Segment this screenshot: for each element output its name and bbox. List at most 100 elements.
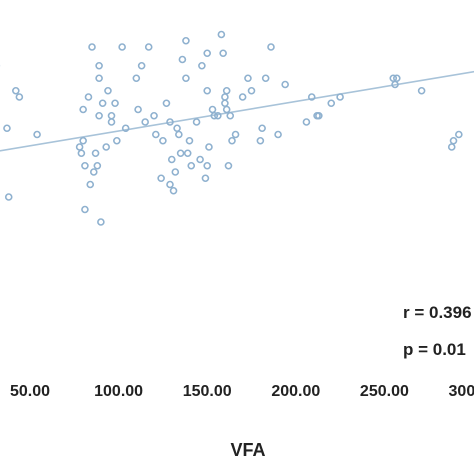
- data-point: [104, 86, 112, 95]
- data-point: [182, 36, 190, 45]
- data-point: [86, 180, 95, 189]
- data-point: [79, 136, 87, 145]
- data-point: [132, 74, 141, 83]
- data-point: [203, 49, 211, 58]
- data-point: [95, 111, 103, 120]
- data-point: [107, 111, 116, 120]
- data-point: [171, 168, 180, 176]
- data-point: [214, 111, 222, 120]
- data-point: [208, 105, 217, 114]
- data-point: [152, 130, 160, 139]
- x-tick-label: 200.00: [271, 383, 320, 400]
- x-tick-label: 50.00: [10, 383, 50, 400]
- data-point: [417, 86, 426, 95]
- data-point: [15, 93, 24, 101]
- data-point: [182, 74, 190, 83]
- data-point: [196, 155, 204, 164]
- data-point: [173, 124, 181, 133]
- data-point: [137, 61, 146, 70]
- data-point: [166, 118, 174, 126]
- x-axis-title: VFA: [230, 440, 265, 460]
- data-point: [141, 118, 149, 126]
- x-tick-label: 300.00: [449, 383, 474, 400]
- data-point: [113, 136, 121, 145]
- data-point: [274, 130, 282, 139]
- data-point: [178, 55, 187, 64]
- data-point: [201, 174, 210, 183]
- data-point: [187, 161, 196, 170]
- data-point: [258, 124, 266, 133]
- plot-area: [0, 30, 474, 226]
- data-point: [198, 61, 206, 70]
- data-point: [393, 74, 401, 83]
- data-point: [238, 93, 247, 101]
- data-point: [217, 30, 226, 39]
- data-point: [4, 193, 13, 201]
- data-point: [203, 161, 211, 170]
- data-point: [185, 136, 194, 145]
- data-point: [118, 43, 126, 51]
- data-point: [93, 161, 102, 170]
- data-point: [302, 118, 311, 126]
- data-point: [159, 136, 167, 145]
- correlation-r-label: r = 0.396: [403, 303, 472, 322]
- data-point: [81, 205, 89, 214]
- data-point: [162, 99, 171, 108]
- data-point: [12, 86, 20, 95]
- data-point: [226, 111, 235, 120]
- data-point: [89, 168, 98, 176]
- x-tick-label: 150.00: [183, 383, 232, 400]
- data-point: [256, 136, 265, 145]
- data-point: [175, 130, 183, 139]
- data-point: [95, 74, 103, 83]
- data-point: [221, 99, 229, 108]
- data-point: [224, 161, 233, 170]
- data-point: [447, 143, 456, 151]
- data-point: [221, 93, 229, 101]
- data-point: [98, 99, 107, 108]
- x-tick-label: 100.00: [94, 383, 143, 400]
- data-point: [33, 130, 41, 139]
- x-tick-label: 250.00: [360, 383, 409, 400]
- data-point: [176, 149, 185, 158]
- data-point: [449, 136, 458, 145]
- data-point: [244, 74, 252, 83]
- data-point: [192, 118, 201, 126]
- data-point: [261, 74, 270, 83]
- data-point: [203, 86, 211, 95]
- data-point: [169, 186, 178, 195]
- data-point: [183, 149, 192, 158]
- data-point: [88, 43, 96, 51]
- data-point: [167, 155, 176, 164]
- regression-line: [0, 70, 474, 152]
- data-point: [111, 99, 119, 108]
- data-point: [84, 93, 93, 101]
- data-point: [231, 130, 240, 139]
- data-point: [91, 149, 100, 158]
- data-point: [166, 180, 174, 189]
- data-point: [97, 218, 105, 226]
- data-point: [247, 86, 256, 95]
- correlation-p-label: p = 0.01: [403, 340, 466, 359]
- data-point: [157, 174, 165, 183]
- data-point: [219, 49, 227, 58]
- data-point: [336, 93, 344, 101]
- data-point: [102, 143, 110, 151]
- data-point: [210, 111, 219, 120]
- data-point: [77, 149, 86, 158]
- data-point: [228, 136, 236, 145]
- data-point: [107, 118, 116, 126]
- data-point: [134, 105, 142, 114]
- data-point: [315, 111, 323, 120]
- data-point: [3, 124, 11, 133]
- data-point: [81, 161, 89, 170]
- data-point: [267, 43, 275, 51]
- data-point: [327, 99, 336, 108]
- data-point: [307, 93, 316, 101]
- data-point: [95, 61, 103, 70]
- data-point: [222, 86, 231, 95]
- data-point: [281, 80, 289, 89]
- data-point: [455, 130, 463, 139]
- data-point: [75, 143, 84, 151]
